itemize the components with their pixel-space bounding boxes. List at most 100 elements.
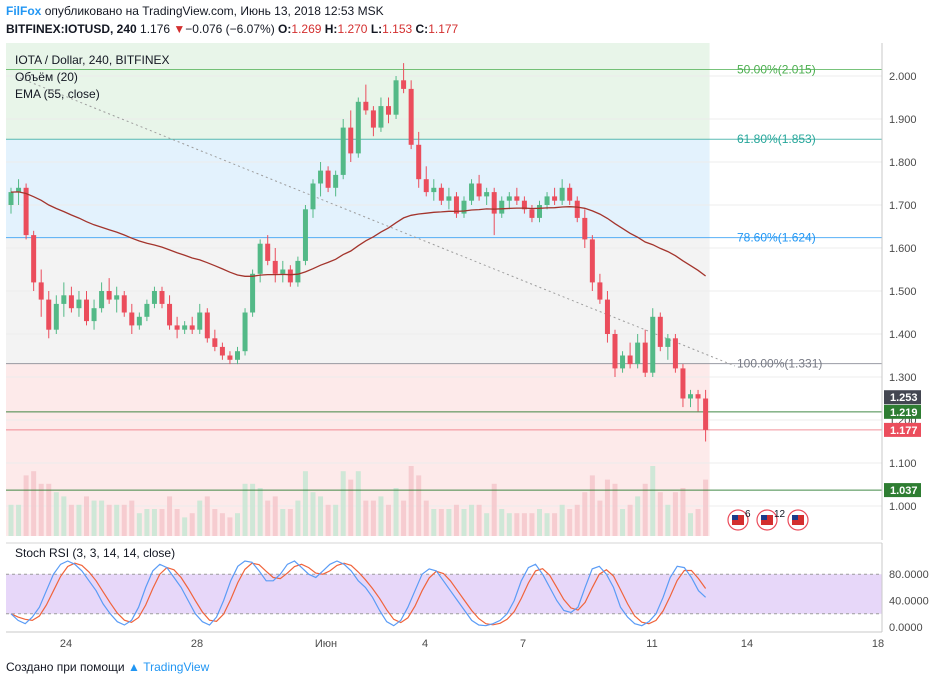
volume-bar (627, 504, 633, 536)
candle-body (672, 338, 678, 369)
tradingview-logo-icon[interactable]: ▲ (127, 660, 140, 674)
volume-bar (159, 509, 165, 536)
volume-bar (620, 509, 626, 536)
volume-bar (476, 504, 482, 536)
time-tick-label: 7 (520, 638, 526, 650)
candle-body (197, 312, 203, 330)
close-label: C: (415, 22, 429, 36)
time-tick-label: 18 (872, 638, 884, 650)
flag-canton (732, 515, 738, 520)
volume-bar (46, 483, 52, 536)
candle-body (537, 205, 542, 218)
candle-body (703, 398, 709, 430)
event-count: 6 (745, 509, 751, 520)
candle-body (453, 196, 459, 214)
price-tick-label: 1.500 (889, 286, 917, 298)
author-name[interactable]: FilFox (6, 4, 42, 18)
volume-bar (242, 483, 248, 536)
tradingview-link[interactable]: TradingView (143, 660, 210, 674)
volume-bar (438, 509, 444, 536)
candle-body (657, 316, 663, 347)
candle-body (227, 355, 233, 360)
candle-body (272, 260, 278, 274)
legend-ema: EMA (55, close) (15, 87, 100, 101)
volume-bar (174, 509, 180, 536)
price-tick-label: 1.100 (889, 458, 917, 470)
candle-body (16, 187, 22, 193)
price-label-box (884, 483, 921, 498)
volume-bar (114, 504, 120, 536)
candle-body (121, 295, 127, 313)
stoch-d-line (10, 562, 707, 626)
candle-body (559, 187, 565, 201)
price-tick-label: 1.800 (889, 157, 917, 169)
candle-body (235, 351, 240, 360)
candle-body (416, 144, 422, 180)
candle-body (84, 299, 89, 322)
volume-bar (31, 471, 37, 536)
candle-body (642, 342, 648, 373)
candle-body (386, 106, 391, 115)
volume-bar (537, 509, 542, 536)
candle-body (144, 303, 150, 317)
volume-bar (446, 509, 452, 536)
volume-bar (514, 513, 520, 536)
volume-bar (491, 483, 497, 536)
volume-bar (136, 513, 142, 536)
price-label-text: 1.037 (890, 485, 918, 497)
volume-bar (302, 471, 308, 536)
volume-bar (635, 496, 641, 536)
change-value: −0.076 (−6.07%) (185, 22, 275, 36)
volume-bar (378, 496, 384, 536)
candle-body (280, 269, 286, 274)
candle-body (461, 200, 467, 214)
candle-body (38, 282, 44, 300)
candle-body (295, 260, 301, 283)
volume-bar (559, 504, 565, 536)
candle-body (136, 316, 142, 326)
volume-bar (310, 492, 316, 536)
time-tick-label: 4 (422, 638, 428, 650)
volume-bar (665, 504, 671, 536)
time-tick-label: 24 (60, 638, 72, 650)
candle-body (499, 200, 505, 214)
volume-bar (219, 513, 225, 536)
candle-body (431, 187, 437, 193)
candle-body (159, 291, 165, 304)
volume-bar (484, 513, 490, 536)
candle-body (287, 269, 293, 283)
volume-bar (16, 504, 22, 536)
candle-body (76, 299, 82, 309)
candle-body (219, 346, 225, 356)
candle-body (650, 316, 656, 373)
published-line: FilFox опубликовано на TradingView.com, … (6, 4, 384, 18)
fib-label: 78.60%(1.624) (737, 231, 816, 245)
volume-bar (695, 509, 701, 536)
volume-bar (204, 496, 210, 536)
volume-bar (393, 488, 399, 536)
candle-body (265, 243, 271, 261)
volume-bar (370, 500, 376, 536)
candle-body (370, 110, 376, 128)
open-label: O: (278, 22, 292, 36)
candle-body (635, 342, 641, 365)
candle-body (182, 325, 188, 330)
candle-body (378, 106, 384, 128)
volume-bar (552, 513, 558, 536)
fib-label: 100.00%(1.331) (737, 357, 822, 371)
stoch-legend: Stoch RSI (3, 3, 14, 14, close) (15, 546, 175, 560)
flag-canton (761, 515, 767, 520)
candle-body (68, 295, 74, 309)
candle-body (514, 196, 520, 201)
volume-bar (408, 466, 414, 536)
volume-bar (84, 496, 89, 536)
volume-bar (355, 471, 361, 536)
volume-bar (431, 509, 437, 536)
volume-bar (106, 504, 112, 536)
candle-body (363, 101, 369, 111)
volume-bar (76, 504, 82, 536)
footer: Создано при помощи ▲ TradingView (6, 660, 209, 674)
candle-body (597, 282, 603, 300)
volume-bar (265, 500, 271, 536)
